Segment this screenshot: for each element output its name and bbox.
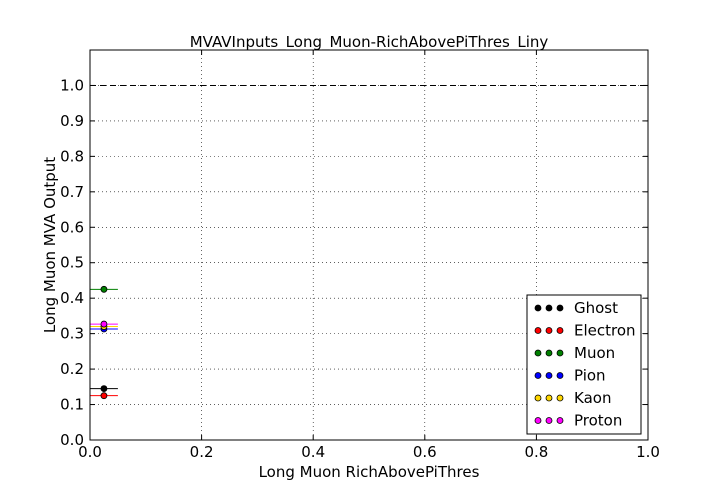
y-tick-label: 0.4 bbox=[60, 289, 84, 307]
x-tick-label: 0.2 bbox=[190, 443, 214, 461]
y-tick-label: 0.7 bbox=[60, 183, 84, 201]
legend-label-electron: Electron bbox=[574, 322, 636, 340]
chart-title: MVAVInputs_Long_Muon-RichAbovePiThres_Li… bbox=[190, 33, 549, 52]
y-tick-label: 0.9 bbox=[60, 112, 84, 130]
legend-marker-proton bbox=[556, 417, 564, 424]
legend-label-muon: Muon bbox=[574, 344, 615, 362]
x-axis-label: Long Muon RichAbovePiThres bbox=[259, 463, 480, 481]
x-tick-label: 0.0 bbox=[78, 443, 102, 461]
data-series bbox=[90, 285, 118, 400]
plot-frame bbox=[89, 49, 649, 441]
legend-label-proton: Proton bbox=[574, 412, 622, 430]
legend-marker-kaon bbox=[534, 394, 542, 402]
legend: Ghost Electron Muon Pion Kaon Proton bbox=[526, 294, 642, 435]
legend-marker-muon bbox=[534, 349, 542, 357]
legend-marker-proton bbox=[534, 417, 542, 424]
y-axis-label: Long Muon MVA Output bbox=[41, 157, 59, 333]
ticks bbox=[89, 50, 649, 441]
legend-marker-kaon bbox=[556, 394, 564, 402]
x-tick-label: 1.0 bbox=[636, 443, 660, 461]
legend-label-pion: Pion bbox=[574, 367, 606, 385]
legend-marker-kaon bbox=[545, 394, 553, 402]
tick-labels: 0.0 0.2 0.4 0.6 0.8 1.0 0.0 0.1 0.2 0.3 0.4 0.5 0.6 0… bbox=[60, 76, 660, 461]
y-tick-label: 0.5 bbox=[60, 254, 84, 272]
y-tick-label: 0.6 bbox=[60, 218, 84, 236]
x-tick-label: 0.6 bbox=[413, 443, 437, 461]
legend-marker-muon bbox=[556, 349, 564, 357]
legend-label-ghost: Ghost bbox=[574, 299, 618, 317]
legend-marker-electron bbox=[556, 327, 564, 334]
legend-marker-ghost bbox=[545, 304, 553, 312]
y-tick-label: 0.2 bbox=[60, 360, 84, 378]
y-tick-label: 0.8 bbox=[60, 147, 84, 165]
legend-marker-ghost bbox=[534, 304, 542, 312]
legend-marker-electron bbox=[545, 327, 553, 334]
legend-marker-ghost bbox=[556, 304, 564, 312]
legend-box bbox=[526, 294, 642, 435]
x-tick-label: 0.8 bbox=[524, 443, 548, 461]
x-tick-label: 0.4 bbox=[301, 443, 325, 461]
y-tick-label: 0.0 bbox=[60, 431, 84, 449]
y-tick-label: 0.1 bbox=[60, 396, 84, 414]
y-tick-label: 1.0 bbox=[60, 76, 84, 94]
y-tick-label: 0.3 bbox=[60, 325, 84, 343]
legend-marker-pion bbox=[556, 372, 564, 379]
data-point-muon bbox=[100, 285, 108, 293]
data-point-electron bbox=[100, 392, 108, 400]
data-point-proton bbox=[100, 320, 108, 328]
legend-label-kaon: Kaon bbox=[574, 389, 611, 407]
legend-marker-electron bbox=[534, 327, 542, 334]
data-point-ghost bbox=[100, 385, 108, 392]
legend-marker-muon bbox=[545, 349, 553, 357]
legend-marker-pion bbox=[545, 372, 553, 379]
legend-marker-pion bbox=[534, 372, 542, 379]
legend-marker-proton bbox=[545, 417, 553, 424]
